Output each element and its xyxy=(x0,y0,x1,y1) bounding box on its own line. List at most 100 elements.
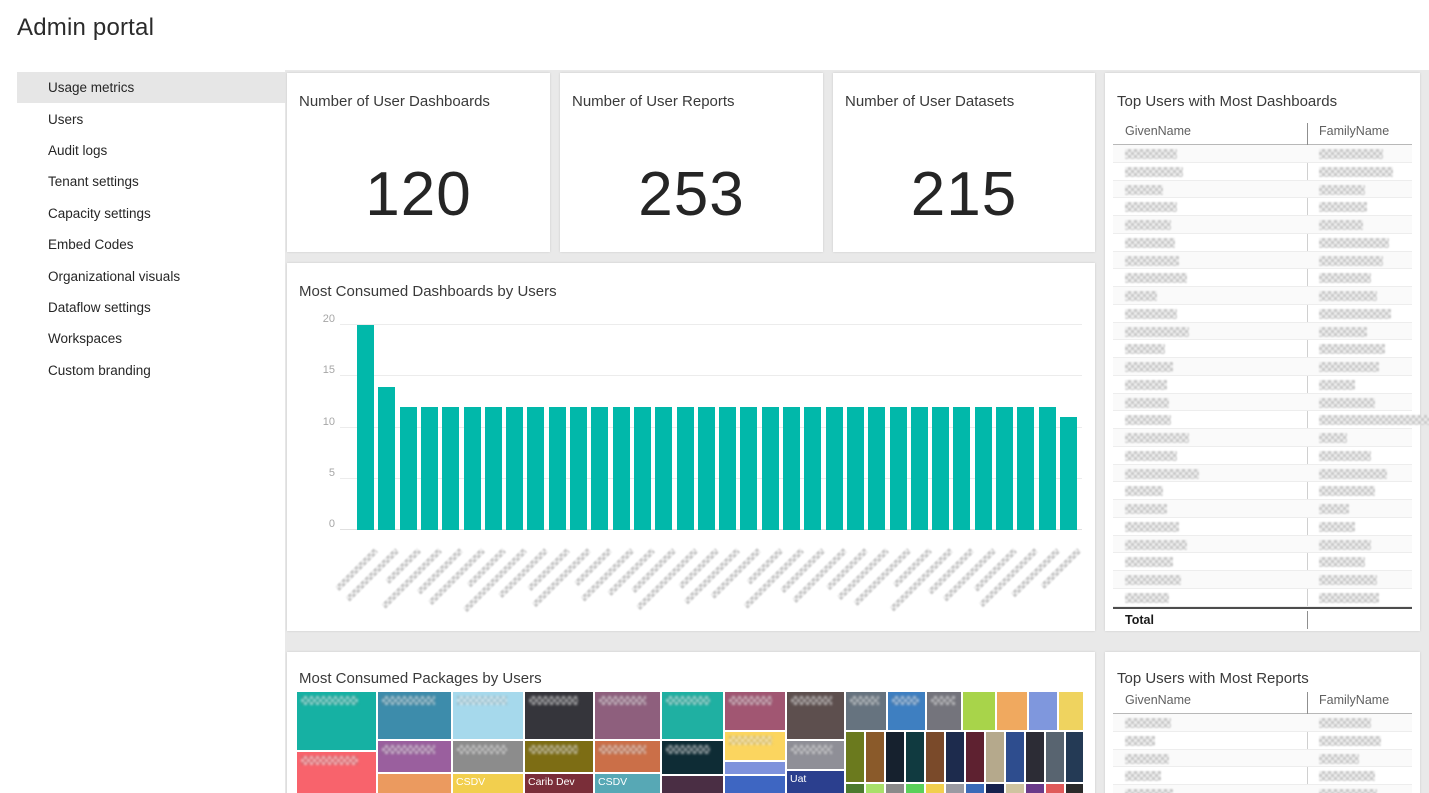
treemap-tile-42[interactable] xyxy=(1046,732,1064,782)
bar-16[interactable] xyxy=(677,407,694,530)
treemap-tile-15[interactable] xyxy=(662,692,723,739)
bar-32[interactable] xyxy=(1017,407,1034,530)
bar-12[interactable] xyxy=(591,407,608,530)
treemap-tile-5[interactable] xyxy=(378,774,451,793)
treemap-tile-38[interactable] xyxy=(966,732,984,782)
treemap-tile-35[interactable] xyxy=(906,732,924,782)
treemap-tile-48[interactable] xyxy=(926,784,944,793)
treemap-tile-45[interactable] xyxy=(866,784,884,793)
familyname-cell-redacted xyxy=(1319,771,1375,781)
treemap-tile-47[interactable] xyxy=(906,784,924,793)
bar-23[interactable] xyxy=(826,407,843,530)
bar-5[interactable] xyxy=(442,407,459,530)
bar-15[interactable] xyxy=(655,407,672,530)
treemap-tile-33[interactable] xyxy=(866,732,884,782)
treemap-tile-19[interactable] xyxy=(725,732,785,760)
bar-2[interactable] xyxy=(378,387,395,531)
treemap-tile-10[interactable] xyxy=(525,741,593,772)
treemap-tile-52[interactable] xyxy=(1006,784,1024,793)
treemap-tile-34[interactable] xyxy=(886,732,904,782)
bar-29[interactable] xyxy=(953,407,970,530)
treemap-tile-3[interactable] xyxy=(378,692,451,739)
bar-21[interactable] xyxy=(783,407,800,530)
sidebar-item-audit-logs[interactable]: Audit logs xyxy=(17,135,287,166)
sidebar-item-dataflow-settings[interactable]: Dataflow settings xyxy=(17,292,287,323)
bar-22[interactable] xyxy=(804,407,821,530)
sidebar-item-embed-codes[interactable]: Embed Codes xyxy=(17,229,287,260)
sidebar-item-tenant-settings[interactable]: Tenant settings xyxy=(17,166,287,197)
sidebar-item-capacity-settings[interactable]: Capacity settings xyxy=(17,198,287,229)
bar-9[interactable] xyxy=(527,407,544,530)
treemap-tile-50[interactable] xyxy=(966,784,984,793)
treemap-tile-13[interactable] xyxy=(595,741,660,772)
treemap-tile-25[interactable] xyxy=(846,692,886,730)
treemap-tile-16[interactable] xyxy=(662,741,723,774)
bar-24[interactable] xyxy=(847,407,864,530)
bar-34[interactable] xyxy=(1060,417,1077,530)
treemap-tile-28[interactable] xyxy=(963,692,995,730)
treemap-tile-11[interactable]: Carib Dev xyxy=(525,774,593,793)
treemap-tile-23[interactable] xyxy=(787,741,844,769)
bar-8[interactable] xyxy=(506,407,523,530)
bar-27[interactable] xyxy=(911,407,928,530)
bar-26[interactable] xyxy=(890,407,907,530)
sidebar-item-usage-metrics[interactable]: Usage metrics xyxy=(17,72,287,103)
treemap-tile-4[interactable] xyxy=(378,741,451,772)
treemap-tile-32[interactable] xyxy=(846,732,864,782)
sidebar-item-users[interactable]: Users xyxy=(17,103,287,134)
treemap-tile-54[interactable] xyxy=(1046,784,1064,793)
treemap-tile-8[interactable]: CSDV xyxy=(453,774,523,793)
treemap-tile-27[interactable] xyxy=(927,692,961,730)
treemap-tile-12[interactable] xyxy=(595,692,660,739)
treemap-tile-24[interactable]: Uat xyxy=(787,771,844,793)
bar-17[interactable] xyxy=(698,407,715,530)
treemap-tile-36[interactable] xyxy=(926,732,944,782)
treemap-tile-6[interactable] xyxy=(453,692,523,739)
treemap-tile-14[interactable]: CSDV xyxy=(595,774,660,793)
bar-1[interactable] xyxy=(357,325,374,530)
sidebar-item-organizational-visuals[interactable]: Organizational visuals xyxy=(17,260,287,291)
treemap-tile-49[interactable] xyxy=(946,784,964,793)
bar-30[interactable] xyxy=(975,407,992,530)
treemap-tile-21[interactable] xyxy=(725,776,785,793)
bar-33[interactable] xyxy=(1039,407,1056,530)
treemap-tile-18[interactable] xyxy=(725,692,785,730)
bar-10[interactable] xyxy=(549,407,566,530)
treemap-tile-44[interactable] xyxy=(846,784,864,793)
treemap-tile-20[interactable] xyxy=(725,762,785,774)
treemap-tile-1[interactable] xyxy=(297,692,376,750)
bar-13[interactable] xyxy=(613,407,630,530)
treemap-tile-2[interactable] xyxy=(297,752,376,793)
bar-14[interactable] xyxy=(634,407,651,530)
treemap-tile-26[interactable] xyxy=(888,692,925,730)
treemap-tile-9[interactable] xyxy=(525,692,593,739)
treemap-tile-51[interactable] xyxy=(986,784,1004,793)
sidebar-item-custom-branding[interactable]: Custom branding xyxy=(17,355,287,386)
bar-7[interactable] xyxy=(485,407,502,530)
treemap-tile-30[interactable] xyxy=(1029,692,1057,730)
bar-25[interactable] xyxy=(868,407,885,530)
treemap-tile-29[interactable] xyxy=(997,692,1027,730)
bar-20[interactable] xyxy=(762,407,779,530)
bar-31[interactable] xyxy=(996,407,1013,530)
treemap-tile-17[interactable] xyxy=(662,776,723,793)
bar-6[interactable] xyxy=(464,407,481,530)
bar-18[interactable] xyxy=(719,407,736,530)
treemap-tile-55[interactable] xyxy=(1066,784,1083,793)
treemap-tile-7[interactable] xyxy=(453,741,523,772)
bar-4[interactable] xyxy=(421,407,438,530)
treemap-tile-39[interactable] xyxy=(986,732,1004,782)
bar-3[interactable] xyxy=(400,407,417,530)
bar-19[interactable] xyxy=(740,407,757,530)
treemap-tile-41[interactable] xyxy=(1026,732,1044,782)
treemap-tile-53[interactable] xyxy=(1026,784,1044,793)
treemap-tile-31[interactable] xyxy=(1059,692,1083,730)
treemap-tile-43[interactable] xyxy=(1066,732,1083,782)
treemap-tile-37[interactable] xyxy=(946,732,964,782)
treemap-tile-40[interactable] xyxy=(1006,732,1024,782)
bar-28[interactable] xyxy=(932,407,949,530)
treemap-tile-22[interactable] xyxy=(787,692,844,739)
bar-11[interactable] xyxy=(570,407,587,530)
sidebar-item-workspaces[interactable]: Workspaces xyxy=(17,323,287,354)
treemap-tile-46[interactable] xyxy=(886,784,904,793)
